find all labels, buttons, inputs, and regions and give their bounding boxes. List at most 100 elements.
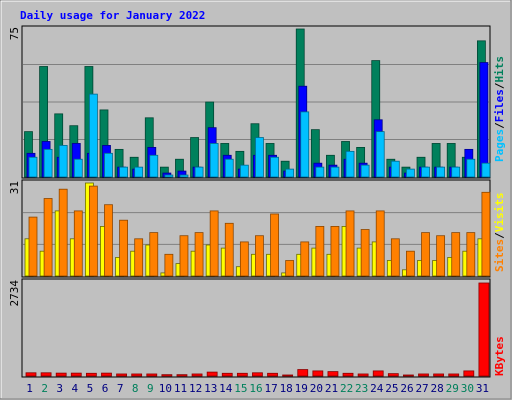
legend-hits-files-pages: Pages/Files/Hits bbox=[493, 56, 506, 162]
kbytes-bar bbox=[176, 374, 188, 377]
legend-sites: Sites bbox=[493, 239, 506, 272]
day-label: 24 bbox=[370, 382, 384, 395]
day-label: 19 bbox=[295, 382, 308, 395]
pages-bar bbox=[390, 160, 400, 178]
kbytes-bar bbox=[146, 373, 158, 377]
day-label: 1 bbox=[26, 382, 33, 395]
x-axis-day-labels: 1 2 3 4 5 6 7 8 9 10 11 12 13 14 15 16 17 18 19 20 21 22 23 24 2… bbox=[26, 382, 489, 395]
legend-files: Files bbox=[493, 89, 506, 122]
sites-bar bbox=[436, 235, 446, 277]
sites-bar bbox=[119, 219, 128, 277]
pages-bar bbox=[436, 166, 446, 178]
pages-bar bbox=[451, 166, 461, 178]
kbytes-bar bbox=[327, 371, 339, 377]
pages-bar bbox=[466, 158, 476, 178]
visits-axis-max-label: 31 bbox=[8, 181, 21, 194]
pages-bar bbox=[119, 166, 128, 178]
kbytes-bar bbox=[297, 369, 309, 377]
pages-bar bbox=[149, 154, 159, 178]
kbytes-bar bbox=[267, 372, 278, 377]
kbytes-bar bbox=[403, 374, 414, 377]
day-label: 10 bbox=[159, 382, 172, 395]
sites-bar bbox=[406, 250, 415, 277]
pages-bar bbox=[88, 93, 98, 178]
pages-bar bbox=[28, 156, 38, 178]
pages-bar bbox=[345, 150, 355, 178]
sites-bar bbox=[285, 260, 295, 277]
day-label: 3 bbox=[56, 382, 63, 395]
sites-bar bbox=[315, 225, 325, 277]
sites-bar bbox=[255, 235, 264, 277]
kbytes-bar bbox=[357, 373, 369, 377]
kbytes-bar bbox=[206, 371, 218, 377]
day-label: 9 bbox=[147, 382, 154, 395]
pages-bar bbox=[270, 156, 279, 178]
pages-bar bbox=[43, 148, 53, 178]
pages-bar bbox=[300, 111, 310, 178]
day-label: 13 bbox=[204, 382, 217, 395]
sites-bar bbox=[43, 198, 53, 277]
files-bar bbox=[479, 62, 489, 178]
hits-files-pages-bars bbox=[24, 28, 491, 178]
pages-bar bbox=[255, 137, 264, 178]
panel-kbytes bbox=[21, 278, 491, 378]
day-label: 6 bbox=[102, 382, 109, 395]
pages-bar bbox=[239, 164, 249, 178]
pages-bar bbox=[104, 152, 113, 178]
day-label: 14 bbox=[219, 382, 233, 395]
legend-hits: Hits bbox=[493, 56, 506, 83]
pages-bar bbox=[224, 158, 234, 178]
day-label: 28 bbox=[431, 382, 444, 395]
sites-bar bbox=[28, 216, 38, 277]
kbytes-bar bbox=[101, 372, 112, 377]
sites-bar bbox=[390, 238, 400, 277]
sites-bar bbox=[300, 241, 310, 277]
visits-sites-bars bbox=[24, 182, 491, 277]
sites-bar bbox=[345, 210, 355, 277]
pages-bar bbox=[360, 164, 370, 178]
kbytes-bar bbox=[236, 372, 248, 377]
kbytes-bar bbox=[463, 370, 475, 377]
kbytes-bar bbox=[40, 372, 52, 377]
pages-bar bbox=[406, 168, 415, 178]
pages-bar bbox=[179, 174, 189, 178]
kbytes-bar bbox=[191, 373, 203, 377]
day-label: 5 bbox=[87, 382, 94, 395]
sites-bar bbox=[466, 232, 476, 277]
sites-bar bbox=[73, 210, 83, 277]
legend-visits-sites: Sites/Visits bbox=[493, 193, 506, 273]
sites-bar bbox=[239, 241, 249, 277]
day-label: 8 bbox=[132, 382, 139, 395]
pages-bar bbox=[58, 145, 68, 178]
day-label: 29 bbox=[446, 382, 459, 395]
kbytes-bar bbox=[85, 372, 97, 377]
kbytes-bar bbox=[55, 372, 67, 377]
kbytes-bar bbox=[131, 373, 143, 377]
day-label: 11 bbox=[174, 382, 187, 395]
legend-visits: Visits bbox=[493, 193, 506, 233]
day-label: 23 bbox=[355, 382, 368, 395]
kbytes-bar bbox=[312, 370, 324, 377]
pages-bar bbox=[375, 131, 385, 178]
day-label: 16 bbox=[249, 382, 262, 395]
sites-bar bbox=[421, 232, 430, 277]
day-label: 27 bbox=[415, 382, 428, 395]
pages-bar bbox=[164, 174, 174, 178]
legend-kbytes: KBytes bbox=[493, 336, 506, 376]
sites-bar bbox=[481, 191, 491, 277]
day-label: 21 bbox=[325, 382, 338, 395]
day-label: 7 bbox=[117, 382, 124, 395]
day-label: 17 bbox=[264, 382, 277, 395]
kbytes-bar bbox=[372, 370, 384, 377]
legend-kbytes: KBytes bbox=[493, 336, 506, 376]
kbytes-bar bbox=[387, 373, 399, 377]
sites-bar bbox=[224, 222, 234, 277]
day-label: 12 bbox=[189, 382, 202, 395]
legend3-text: KBytes bbox=[493, 336, 506, 376]
kbytes-bar bbox=[161, 374, 173, 377]
sites-bar bbox=[134, 238, 144, 277]
pages-bar bbox=[134, 166, 144, 178]
day-label: 30 bbox=[461, 382, 474, 395]
kbytes-bars bbox=[25, 282, 490, 377]
kbytes-bar bbox=[221, 372, 233, 377]
